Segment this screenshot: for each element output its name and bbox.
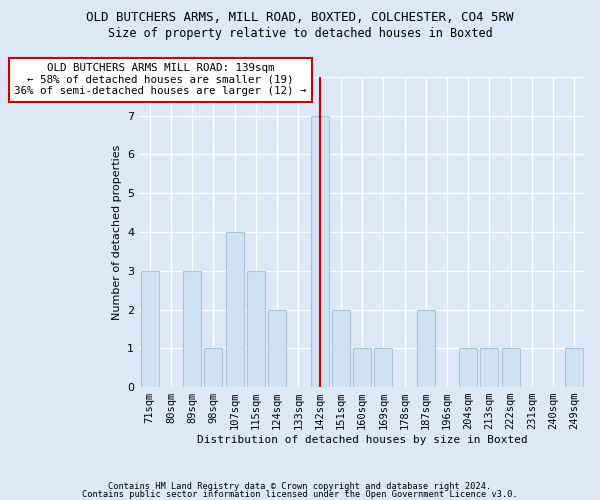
Bar	[417, 310, 435, 387]
Text: OLD BUTCHERS ARMS MILL ROAD: 139sqm
← 58% of detached houses are smaller (19)
36: OLD BUTCHERS ARMS MILL ROAD: 139sqm ← 58…	[14, 64, 307, 96]
Bar	[565, 348, 583, 387]
Bar	[268, 310, 286, 387]
Bar	[183, 270, 201, 387]
Bar	[247, 270, 265, 387]
Bar	[205, 348, 223, 387]
Text: Contains HM Land Registry data © Crown copyright and database right 2024.: Contains HM Land Registry data © Crown c…	[109, 482, 491, 491]
Text: OLD BUTCHERS ARMS, MILL ROAD, BOXTED, COLCHESTER, CO4 5RW: OLD BUTCHERS ARMS, MILL ROAD, BOXTED, CO…	[86, 11, 514, 24]
Text: Contains public sector information licensed under the Open Government Licence v3: Contains public sector information licen…	[82, 490, 518, 499]
Bar	[311, 116, 329, 387]
Bar	[226, 232, 244, 387]
X-axis label: Distribution of detached houses by size in Boxted: Distribution of detached houses by size …	[197, 435, 527, 445]
Bar	[140, 270, 159, 387]
Bar	[481, 348, 499, 387]
Bar	[459, 348, 477, 387]
Y-axis label: Number of detached properties: Number of detached properties	[112, 144, 122, 320]
Text: Size of property relative to detached houses in Boxted: Size of property relative to detached ho…	[107, 28, 493, 40]
Bar	[374, 348, 392, 387]
Bar	[332, 310, 350, 387]
Bar	[502, 348, 520, 387]
Bar	[353, 348, 371, 387]
